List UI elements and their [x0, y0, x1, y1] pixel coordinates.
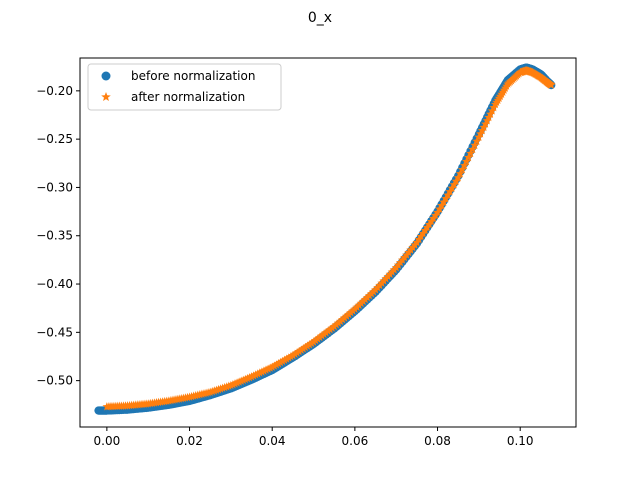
data-point [251, 370, 261, 379]
data-point [327, 323, 337, 332]
x-tick-label: 0.10 [507, 434, 534, 448]
data-point [271, 360, 281, 369]
data-point [466, 148, 475, 158]
data-point [315, 332, 325, 342]
data-point [284, 353, 294, 362]
data-point [274, 359, 283, 368]
data-point [278, 356, 287, 366]
data-point [472, 136, 482, 145]
data-point [282, 354, 292, 363]
data-point [265, 363, 275, 372]
x-tick-label: 0.04 [259, 434, 286, 448]
data-point [309, 337, 318, 346]
data-point [307, 338, 316, 348]
y-tick-label: −0.25 [36, 132, 73, 146]
data-point [325, 325, 335, 334]
data-point [286, 352, 296, 361]
data-point [319, 329, 329, 338]
data-point [317, 331, 327, 340]
data-point [276, 357, 285, 367]
data-point [259, 366, 269, 375]
data-point [292, 348, 302, 357]
data-point [470, 140, 480, 150]
data-point [305, 340, 314, 349]
data-point [247, 372, 256, 381]
data-point [298, 344, 308, 353]
y-tick-label: −0.50 [36, 374, 73, 388]
x-tick-label: 0.06 [342, 434, 369, 448]
data-point [300, 342, 310, 352]
data-point [255, 368, 265, 377]
data-point [468, 144, 478, 154]
legend-marker-circle [101, 71, 111, 81]
data-point [249, 371, 258, 380]
data-point [453, 173, 463, 182]
x-tick-label: 0.00 [94, 434, 121, 448]
series-after-normalization [102, 65, 556, 411]
y-tick-label: −0.40 [36, 277, 73, 291]
data-point [269, 361, 279, 370]
legend-label: before normalization [131, 69, 255, 83]
data-point [261, 365, 271, 374]
x-tick-label: 0.08 [424, 434, 451, 448]
y-tick-label: −0.20 [36, 84, 73, 98]
data-point [457, 165, 467, 174]
legend: before normalization after normalization [87, 63, 282, 111]
chart-title: 0_x [308, 10, 332, 26]
x-axis-ticks: 0.00 0.02 0.04 0.06 0.08 0.10 [94, 427, 534, 448]
data-point [313, 334, 323, 343]
data-point [321, 328, 331, 337]
data-point [288, 350, 298, 360]
data-point [294, 346, 304, 356]
y-tick-label: −0.45 [36, 325, 73, 339]
data-point [460, 161, 469, 170]
data-point [253, 369, 263, 378]
data-point [263, 364, 273, 373]
legend-marker-star [101, 92, 111, 102]
x-tick-label: 0.02 [176, 434, 203, 448]
legend-box [87, 63, 282, 111]
data-point [290, 349, 300, 358]
data-point [462, 156, 471, 166]
data-point [455, 169, 465, 178]
data-point [464, 152, 473, 162]
data-point [323, 326, 333, 335]
data-point [296, 345, 306, 354]
data-point [267, 362, 277, 371]
data-point [257, 367, 267, 376]
y-tick-label: −0.35 [36, 229, 73, 243]
plot-area [79, 57, 577, 428]
y-tick-label: −0.30 [36, 180, 73, 194]
data-point [311, 335, 320, 345]
y-axis-ticks: −0.50 −0.45 −0.40 −0.35 −0.30 −0.25 −0.20 [36, 84, 80, 388]
data-point [280, 355, 289, 364]
data-point [546, 80, 556, 89]
legend-label: after normalization [131, 90, 245, 104]
data-point [302, 341, 312, 350]
axes-frame [79, 57, 577, 428]
